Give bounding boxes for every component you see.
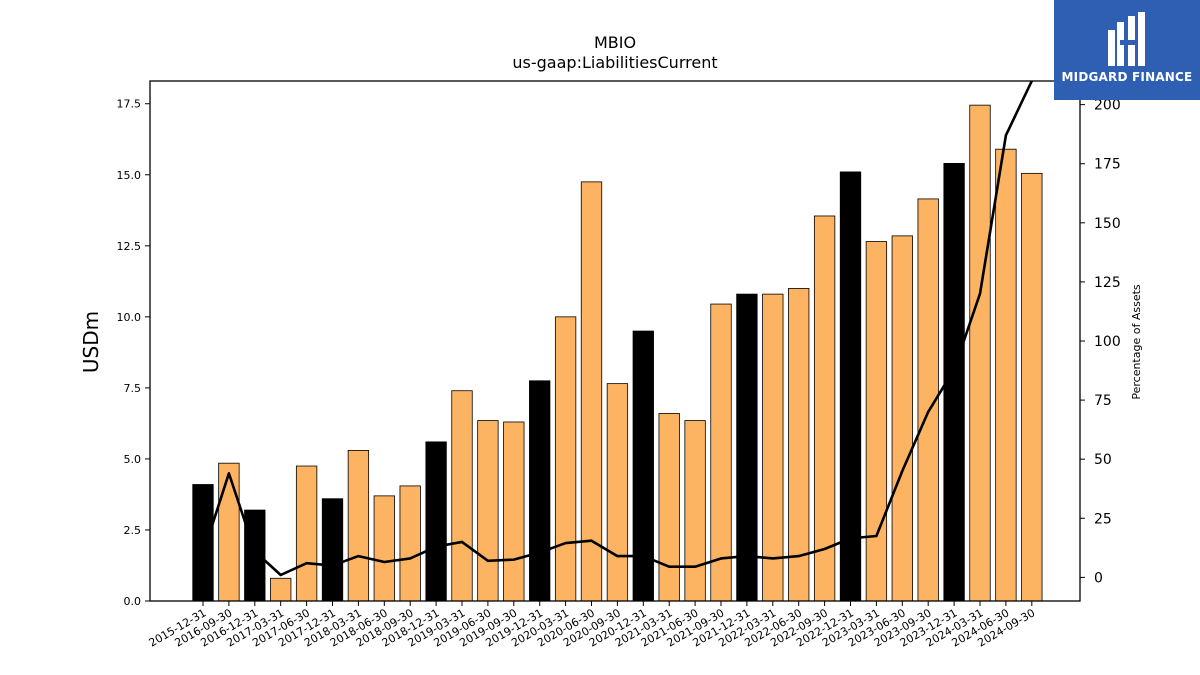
midgard-finance-logo: MIDGARD FINANCE (1054, 0, 1200, 100)
bar (347, 449, 370, 602)
bar (295, 465, 318, 602)
y2-tick-label: 150 (1094, 216, 1121, 232)
percentage-line (201, 81, 1033, 577)
bar (891, 235, 913, 602)
chart-subtitle: us-gaap:LiabilitiesCurrent (512, 53, 717, 72)
bar (632, 330, 654, 602)
bar (451, 390, 473, 602)
bar (762, 293, 784, 602)
y2-tick-label: 175 (1094, 157, 1121, 173)
bar (425, 441, 447, 602)
y-tick-label: 10.0 (117, 311, 142, 324)
bar (554, 316, 577, 602)
logo-mark-icon (1108, 12, 1145, 66)
y2-tick-label: 50 (1094, 452, 1112, 468)
logo-text: MIDGARD FINANCE (1061, 70, 1193, 84)
y-tick-label: 7.5 (124, 382, 142, 395)
bar (321, 498, 344, 602)
y2-tick-label: 100 (1094, 334, 1121, 350)
bar (373, 495, 395, 602)
y-tick-label: 5.0 (124, 453, 142, 466)
bar (606, 383, 629, 602)
y2-tick-label: 200 (1094, 98, 1121, 114)
bar (503, 421, 525, 602)
y-tick-label: 0.0 (124, 595, 142, 608)
bar (477, 420, 499, 602)
y2-tick-label: 75 (1094, 393, 1112, 409)
y-tick-label: 15.0 (117, 169, 142, 182)
bar (192, 484, 214, 602)
bar (580, 181, 603, 602)
y2-tick-label: 0 (1094, 570, 1103, 586)
bar (529, 380, 551, 602)
bar (995, 148, 1017, 602)
chart-title: MBIO (594, 33, 636, 52)
y-axis-label: USDm (79, 311, 103, 373)
bar (399, 485, 421, 602)
y2-tick-label: 125 (1094, 275, 1121, 291)
bar (1021, 172, 1043, 602)
bar (865, 241, 888, 602)
bar (969, 104, 991, 602)
y-tick-label: 12.5 (117, 240, 142, 253)
bar (813, 215, 836, 602)
bar (244, 509, 266, 602)
bar (270, 577, 292, 602)
y2-axis-label: Percentage of Assets (1130, 284, 1143, 400)
bar (710, 303, 732, 602)
bar (218, 462, 240, 602)
bar (684, 420, 706, 602)
bar (658, 413, 680, 602)
y-tick-label: 17.5 (117, 98, 142, 111)
y-tick-label: 2.5 (124, 524, 142, 537)
y2-tick-label: 25 (1094, 511, 1112, 527)
